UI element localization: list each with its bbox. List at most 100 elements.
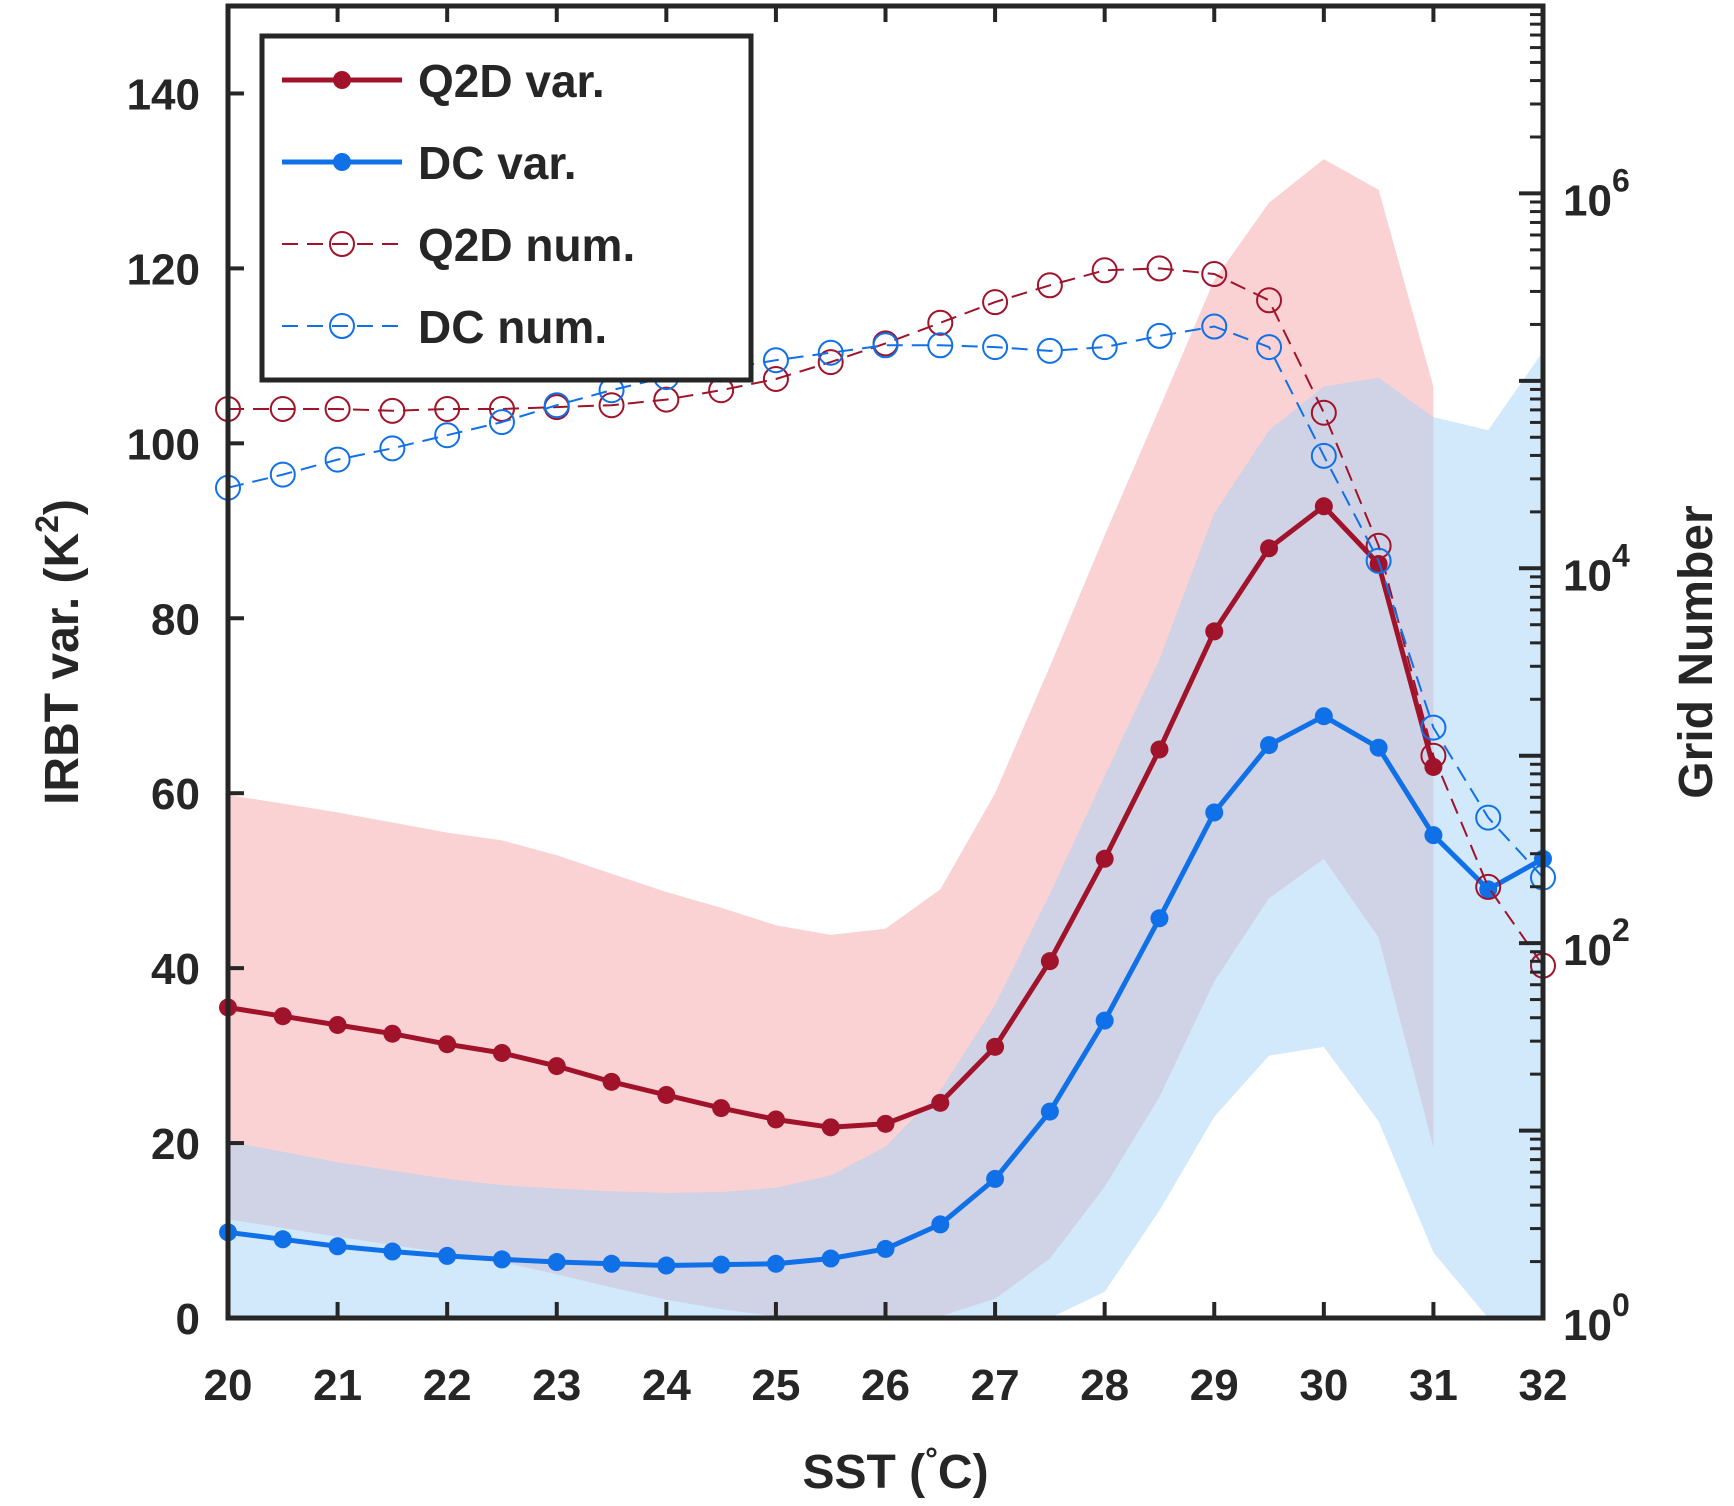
x-tick-label: 30 <box>1299 1361 1348 1410</box>
data-point <box>1424 826 1443 845</box>
data-point <box>712 1099 731 1118</box>
data-point <box>492 1250 511 1269</box>
y-right-tick-label: 104 <box>1563 537 1630 600</box>
series-1 <box>219 707 1552 1275</box>
data-point <box>273 1230 292 1249</box>
data-point <box>492 1043 511 1062</box>
data-point <box>1036 337 1063 364</box>
data-point <box>1260 736 1279 755</box>
data-point <box>383 1242 402 1261</box>
data-point <box>821 1249 840 1268</box>
legend-marker <box>329 313 355 339</box>
legend-item-3: DC num. <box>282 301 607 353</box>
data-point <box>383 1024 402 1043</box>
data-point <box>1095 849 1114 868</box>
data-point <box>931 1093 950 1112</box>
x-tick-label: 28 <box>1080 1361 1129 1410</box>
data-point <box>766 1110 785 1129</box>
y-right-tick-label: 106 <box>1563 162 1630 225</box>
data-point <box>712 1255 731 1274</box>
data-point <box>1150 740 1169 759</box>
data-point <box>602 1072 621 1091</box>
y-left-tick-label: 80 <box>151 595 200 644</box>
data-point <box>1475 873 1502 900</box>
data-point <box>821 1118 840 1137</box>
data-point <box>547 1253 566 1272</box>
data-point <box>488 409 515 436</box>
data-point <box>1091 257 1118 284</box>
shaded-bands <box>228 159 1543 1319</box>
data-point <box>324 395 351 422</box>
x-tick-label: 24 <box>642 1361 691 1410</box>
x-tick-label: 27 <box>971 1361 1020 1410</box>
data-point <box>1095 1011 1114 1030</box>
legend: Q2D var. DC var. Q2D num. DC num. <box>259 33 754 383</box>
data-point <box>817 339 844 366</box>
y-right-tick-label: 102 <box>1563 912 1630 975</box>
data-point <box>269 395 296 422</box>
data-point <box>1146 255 1173 282</box>
y-left-tick-label: 60 <box>151 770 200 819</box>
data-point <box>328 1237 347 1256</box>
data-point <box>1201 261 1228 288</box>
data-point <box>438 1035 457 1054</box>
data-point <box>876 1114 895 1133</box>
legend-box <box>259 33 754 383</box>
x-tick-label: 31 <box>1409 1361 1458 1410</box>
y-axis-right-label: Grid Number <box>1670 505 1723 798</box>
legend-label: DC num. <box>418 301 607 353</box>
data-point <box>766 1254 785 1273</box>
data-point <box>379 435 406 462</box>
legend-marker <box>333 153 351 171</box>
data-point <box>1040 1102 1059 1121</box>
data-point <box>543 392 570 419</box>
data-point <box>1365 532 1392 559</box>
y-left-tick-label: 0 <box>176 1295 200 1344</box>
series-line-2 <box>228 267 1544 967</box>
y-axis-right: 100 102 104 106 <box>1519 13 1630 1350</box>
data-point <box>872 332 899 359</box>
series-line-3 <box>227 325 1544 879</box>
y-left-tick-label: 120 <box>127 245 200 294</box>
x-axis: 20 21 22 23 24 25 26 27 28 29 30 31 32 <box>204 6 1567 1410</box>
series-3 <box>215 313 1556 891</box>
data-point <box>986 1037 1005 1056</box>
x-tick-label: 25 <box>751 1361 800 1410</box>
y-right-tick-label: 100 <box>1563 1287 1630 1350</box>
data-point <box>982 289 1009 316</box>
data-point <box>269 461 296 488</box>
legend-label: DC var. <box>418 137 577 189</box>
data-point <box>1150 909 1169 928</box>
data-point <box>657 1085 676 1104</box>
data-point <box>598 392 625 419</box>
y-left-tick-label: 140 <box>127 70 200 119</box>
data-point <box>1205 803 1224 822</box>
data-point <box>1256 334 1283 361</box>
x-axis-label: SST (°C) <box>802 1441 988 1499</box>
data-point <box>876 1239 895 1258</box>
data-point <box>762 347 789 374</box>
x-tick-label: 23 <box>532 1361 581 1410</box>
data-point <box>379 397 406 424</box>
legend-item-0: Q2D var. <box>282 55 605 107</box>
data-point <box>986 1169 1005 1188</box>
data-point <box>328 1015 347 1034</box>
x-tick-label: 29 <box>1190 1361 1239 1410</box>
x-tick-label: 26 <box>861 1361 910 1410</box>
legend-item-1: DC var. <box>282 137 577 189</box>
data-point <box>1420 714 1447 741</box>
legend-label: Q2D num. <box>418 219 635 271</box>
y-left-tick-label: 20 <box>151 1120 200 1169</box>
series-lines <box>215 255 1556 1275</box>
data-point <box>1310 399 1337 426</box>
data-point <box>1420 742 1447 769</box>
data-point <box>1040 952 1059 971</box>
data-point <box>273 1007 292 1026</box>
data-point <box>1369 738 1388 757</box>
data-point <box>927 309 954 336</box>
x-tick-label: 21 <box>313 1361 362 1410</box>
data-point <box>931 1215 950 1234</box>
data-point <box>1310 442 1337 469</box>
legend-marker <box>329 231 355 257</box>
data-point <box>547 1057 566 1076</box>
